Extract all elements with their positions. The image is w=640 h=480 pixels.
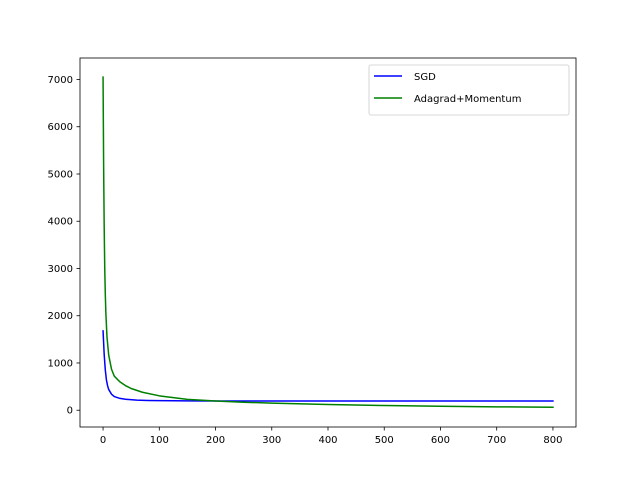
legend-label: Adagrad+Momentum xyxy=(414,94,521,105)
axes: 0 100 200 300 400 500 600 700 800 0 1000 2000 3000 40… xyxy=(48,58,576,446)
series-line-sgd xyxy=(102,330,554,402)
x-tick-label: 100 xyxy=(150,435,169,446)
y-tick-label: 6000 xyxy=(48,122,73,133)
legend-label: SGD xyxy=(414,72,436,83)
x-tick-label: 500 xyxy=(375,435,394,446)
x-tick-label: 700 xyxy=(487,435,506,446)
legend-box xyxy=(368,64,570,116)
y-tick-label: 5000 xyxy=(48,169,73,180)
y-tick-label: 2000 xyxy=(48,311,73,322)
y-tick-label: 7000 xyxy=(48,75,73,86)
y-tick-label: 3000 xyxy=(48,264,73,275)
legend: SGD Adagrad+Momentum xyxy=(368,64,570,116)
x-tick-label: 200 xyxy=(206,435,225,446)
y-tick-label: 0 xyxy=(67,406,73,417)
x-tick-label: 600 xyxy=(431,435,450,446)
y-tick-label: 1000 xyxy=(48,358,73,369)
x-tick-label: 800 xyxy=(543,435,562,446)
x-tick-label: 300 xyxy=(262,435,281,446)
axes-spines xyxy=(79,57,577,428)
x-tick-label: 400 xyxy=(318,435,337,446)
x-tick-label: 0 xyxy=(100,435,106,446)
series-line-adagrad-momentum xyxy=(102,76,554,409)
plot-area xyxy=(80,58,576,427)
y-tick-label: 4000 xyxy=(48,217,73,228)
series-lines xyxy=(102,76,554,409)
axes-frame xyxy=(79,57,577,428)
